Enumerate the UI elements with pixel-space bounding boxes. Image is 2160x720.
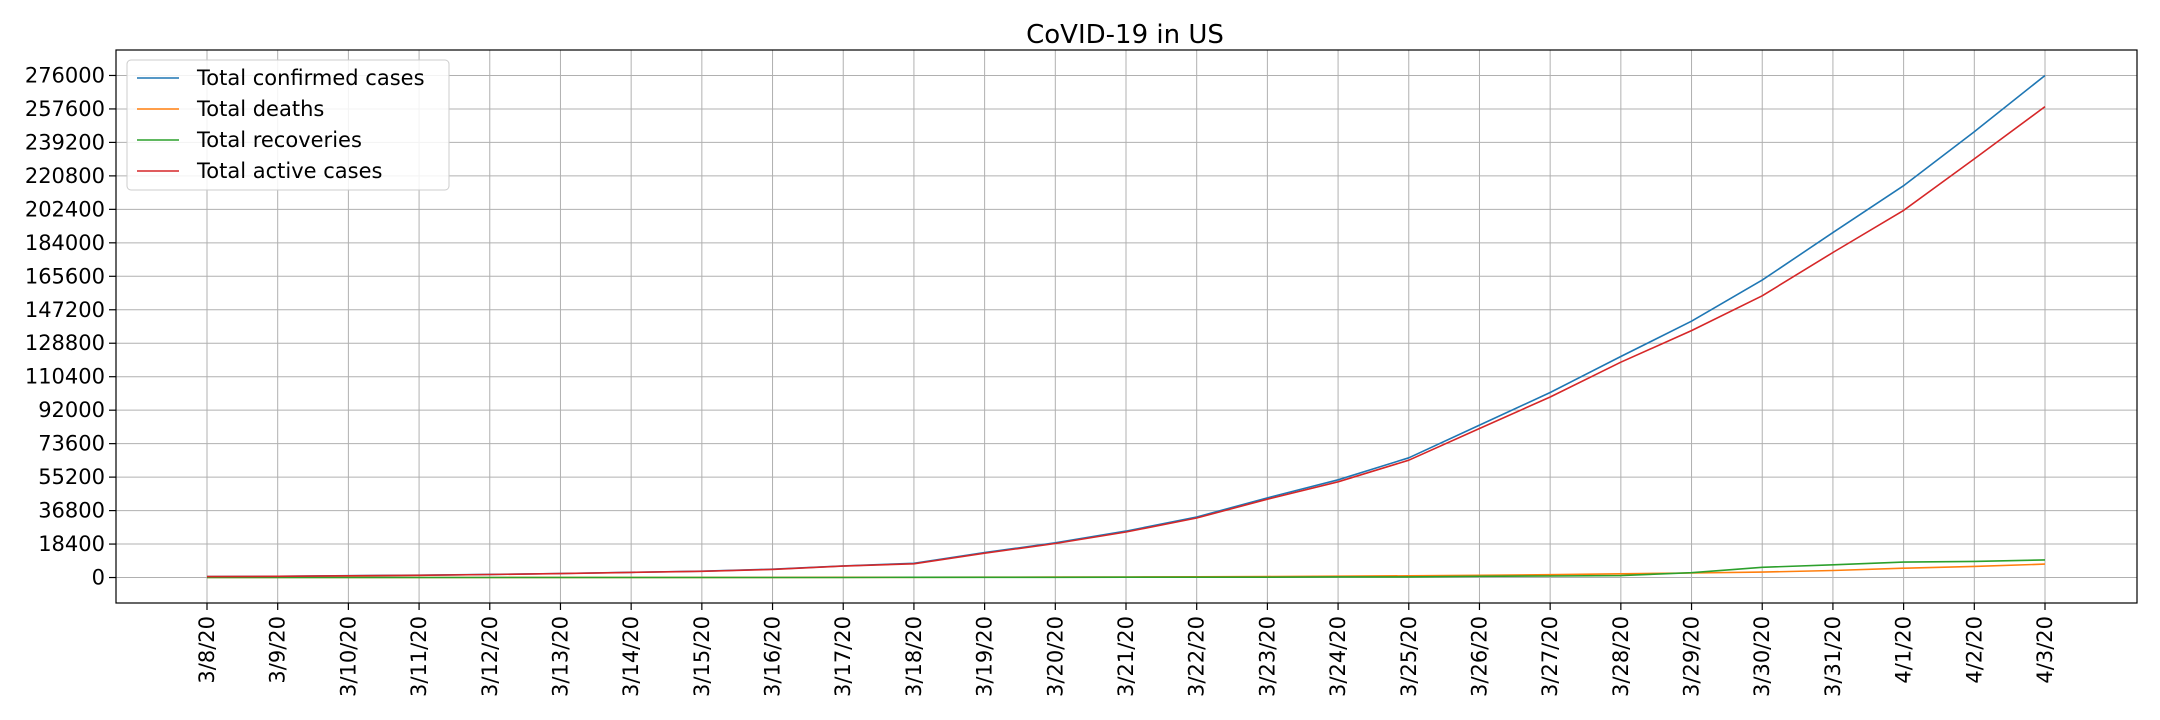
x-tick-label: 3/20/20 (1043, 616, 1067, 697)
x-tick-label: 3/27/20 (1538, 616, 1562, 697)
y-tick-label: 165600 (25, 264, 105, 288)
series-line-total-recoveries (207, 559, 2046, 579)
y-tick-label: 239200 (25, 130, 105, 154)
y-tick-label: 36800 (38, 499, 105, 523)
y-tick-label: 73600 (38, 432, 105, 456)
x-axis: 3/8/20 3/9/20 3/10/20 3/11/20 3/12/20 3/13/20… (195, 603, 2057, 697)
legend-label: Total confirmed cases (196, 66, 425, 90)
x-tick-label: 4/3/20 (2033, 616, 2057, 684)
legend-box (126, 59, 450, 191)
x-tick-label: 3/25/20 (1397, 616, 1421, 697)
legend-label: Total deaths (196, 97, 324, 121)
x-tick-label: 3/26/20 (1467, 616, 1491, 697)
x-tick-label: 3/15/20 (690, 616, 714, 697)
x-tick-label: 3/10/20 (336, 616, 360, 697)
y-tick-label: 184000 (25, 231, 105, 255)
y-tick-label: 257600 (25, 97, 105, 121)
series-layer (206, 74, 2046, 579)
x-tick-label: 3/22/20 (1185, 616, 1209, 697)
legend-label: Total recoveries (196, 128, 362, 152)
legend: Total confirmed cases Total deaths Total r… (126, 59, 450, 191)
x-tick-label: 3/28/20 (1609, 616, 1633, 697)
x-tick-label: 3/13/20 (548, 616, 572, 697)
x-tick-label: 3/21/20 (1114, 616, 1138, 697)
y-tick-label: 128800 (25, 331, 105, 355)
x-tick-label: 3/23/20 (1255, 616, 1279, 697)
chart-title: CoVID-19 in US (1026, 20, 1224, 50)
x-tick-label: 3/24/20 (1326, 616, 1350, 697)
x-tick-label: 3/17/20 (831, 616, 855, 697)
y-tick-label: 220800 (25, 164, 105, 188)
y-tick-label: 55200 (38, 465, 105, 489)
grid-lines (116, 50, 2137, 603)
x-tick-label: 3/30/20 (1750, 616, 1774, 697)
y-tick-label: 18400 (38, 532, 105, 556)
x-tick-label: 3/12/20 (478, 616, 502, 697)
x-tick-label: 3/31/20 (1821, 616, 1845, 697)
x-tick-label: 4/1/20 (1892, 616, 1916, 684)
x-tick-label: 3/14/20 (619, 616, 643, 697)
y-tick-label: 92000 (38, 398, 105, 422)
series-line-total-active-cases (206, 105, 2046, 578)
y-tick-label: 0 (92, 566, 105, 590)
x-tick-label: 3/11/20 (407, 616, 431, 697)
x-tick-label: 3/18/20 (902, 616, 926, 697)
legend-label: Total active cases (196, 159, 382, 183)
x-tick-label: 3/16/20 (761, 616, 785, 697)
y-tick-label: 276000 (25, 63, 105, 87)
x-tick-label: 3/8/20 (195, 616, 219, 684)
y-axis: 0 18400 36800 55200 73600 92000 110400 128800 14… (25, 63, 116, 590)
x-tick-label: 4/2/20 (1962, 616, 1986, 684)
x-tick-label: 3/9/20 (266, 616, 290, 684)
y-tick-label: 147200 (25, 298, 105, 322)
y-tick-label: 110400 (25, 365, 105, 389)
x-tick-label: 3/19/20 (973, 616, 997, 697)
y-tick-label: 202400 (25, 197, 105, 221)
x-tick-label: 3/29/20 (1680, 616, 1704, 697)
